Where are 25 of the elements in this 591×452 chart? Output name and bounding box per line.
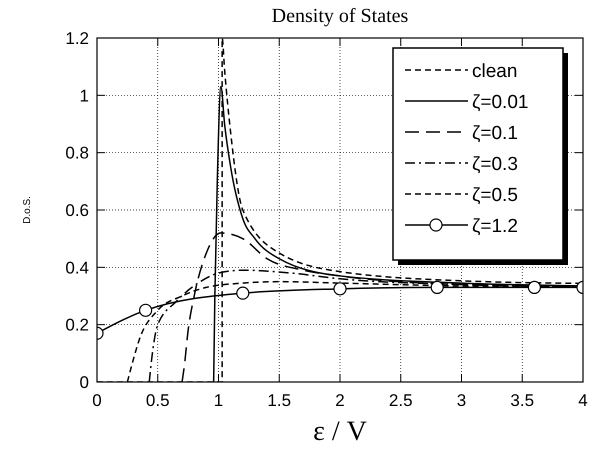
legend-label: ζ=0.1 [472, 123, 518, 144]
x-tick-label: 3 [456, 391, 466, 410]
y-tick-label: 0.4 [65, 258, 89, 278]
y-tick-label: 0 [80, 373, 89, 392]
legend-label: ζ=1.2 [472, 216, 518, 237]
x-tick-label: 1 [214, 391, 224, 410]
legend-label: clean [472, 61, 518, 82]
y-axis-title: D.o.S. [22, 196, 33, 224]
y-tick-label: 0.8 [65, 144, 89, 163]
x-tick-label: 1.5 [267, 391, 292, 410]
x-tick-label: 2 [335, 391, 345, 410]
legend-label: ζ=0.01 [472, 92, 528, 113]
y-tick-label: 1 [80, 86, 89, 106]
x-tick-label: 2.5 [388, 391, 413, 410]
chart-title: Density of States [272, 5, 409, 27]
x-tick-label: 0 [92, 391, 102, 410]
y-tick-label: 1.2 [65, 29, 89, 48]
legend-label: ζ=0.3 [472, 154, 518, 175]
x-tick-label: 3.5 [510, 391, 534, 410]
y-tick-label: 0.2 [65, 316, 89, 335]
x-axis-title: ε / V [313, 416, 367, 447]
y-tick-label: 0.6 [65, 201, 89, 220]
x-tick-label: 4 [578, 391, 588, 410]
legend-label: ζ=0.5 [472, 185, 518, 206]
x-tick-label: 0.5 [146, 391, 170, 410]
